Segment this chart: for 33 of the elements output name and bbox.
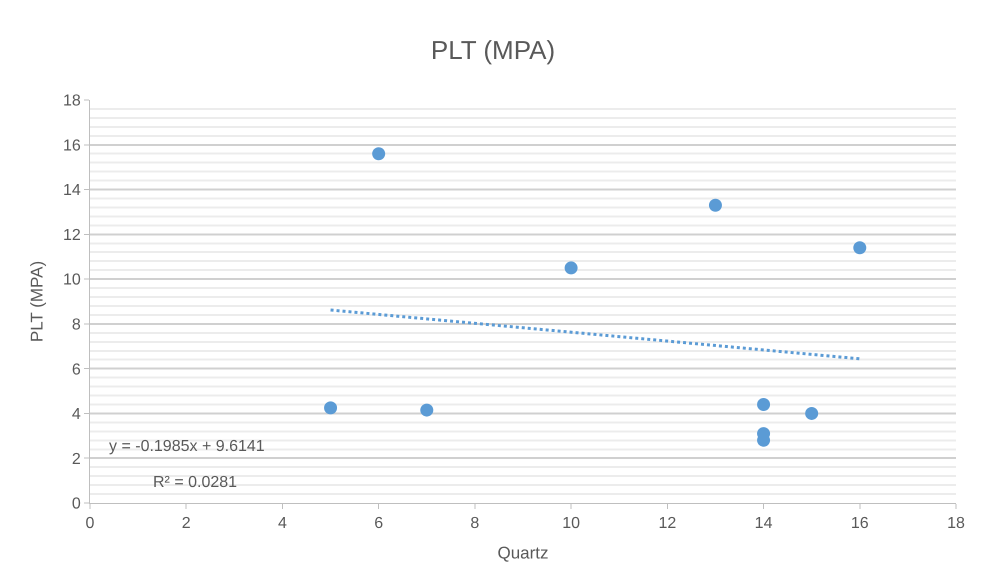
x-tick-label: 16 [850, 515, 869, 532]
point [564, 261, 578, 274]
y-tick-label: 14 [63, 182, 81, 200]
x-tick-label: 2 [182, 515, 191, 532]
x-tick-label: 10 [562, 515, 580, 532]
annotation: y = -0.1985x + 9.6141 [109, 438, 265, 455]
x-tick-label: 8 [470, 515, 480, 532]
y-tick-label: 2 [72, 450, 81, 468]
annotation: R² = 0.0281 [153, 474, 238, 491]
y-tick-label: 10 [63, 272, 81, 289]
x-tick-label: 4 [278, 515, 287, 532]
point [757, 398, 770, 411]
x-tick-label: 14 [754, 515, 773, 532]
y-tick-label: 8 [72, 316, 81, 334]
y-tick-label: 4 [72, 406, 81, 424]
x-axis-title: Quartz [497, 544, 549, 563]
point [372, 147, 386, 160]
point [420, 404, 434, 417]
point [805, 406, 818, 420]
x-tick-label: 6 [374, 515, 384, 532]
y-tick-label: 18 [63, 92, 81, 110]
point [853, 241, 866, 254]
point [708, 198, 722, 212]
y-tick-label: 12 [63, 226, 81, 244]
y-tick-label: 0 [72, 496, 81, 513]
y-axis-title: PLT (MPA) [28, 260, 47, 342]
x-tick-label: 18 [947, 515, 965, 532]
x-tick-label: 12 [658, 515, 676, 532]
x-tick-label: 0 [86, 515, 95, 532]
y-tick-label: 6 [72, 361, 81, 378]
point [324, 401, 338, 414]
chart-title: PLT (MPA) [430, 35, 556, 66]
y-tick-label: 16 [63, 137, 81, 154]
